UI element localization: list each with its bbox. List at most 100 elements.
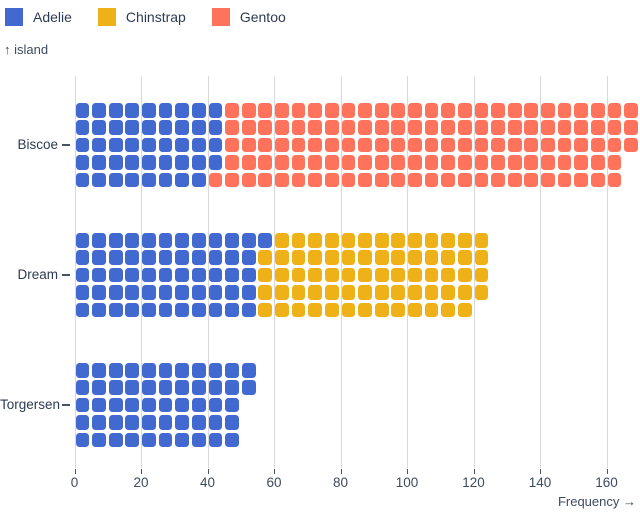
waffle-cell-biscoe-gentoo — [341, 103, 356, 118]
waffle-cell-biscoe-gentoo — [424, 103, 439, 118]
x-axis-label: Frequency → — [557, 494, 636, 509]
waffle-cell-dream-chinstrap — [391, 302, 406, 318]
x-tick-mark-120 — [473, 469, 475, 474]
waffle-cell-dream-chinstrap — [457, 233, 472, 248]
waffle-cell-biscoe-adelie — [208, 155, 223, 170]
waffle-cell-dream-adelie — [175, 267, 190, 283]
waffle-cell-biscoe-gentoo — [474, 155, 489, 170]
waffle-cell-dream-chinstrap — [441, 267, 456, 283]
x-tick-label-40: 40 — [199, 475, 216, 490]
waffle-cell-biscoe-gentoo — [391, 137, 406, 153]
waffle-cell-biscoe-gentoo — [557, 172, 572, 188]
waffle-cell-biscoe-adelie — [208, 103, 223, 118]
waffle-cell-torgersen-adelie — [92, 432, 106, 448]
waffle-cell-biscoe-adelie — [125, 103, 140, 118]
waffle-cell-biscoe-adelie — [75, 172, 90, 188]
waffle-cell-biscoe-gentoo — [607, 103, 622, 118]
waffle-cell-biscoe-gentoo — [541, 103, 555, 118]
legend-item-gentoo: Gentoo — [211, 8, 286, 26]
waffle-cell-dream-chinstrap — [424, 285, 439, 300]
waffle-cell-dream-chinstrap — [457, 302, 472, 318]
waffle-cell-dream-chinstrap — [324, 250, 339, 265]
waffle-cell-biscoe-adelie — [108, 137, 123, 153]
waffle-cell-biscoe-adelie — [191, 137, 206, 153]
waffle-cell-dream-chinstrap — [308, 233, 323, 248]
waffle-cell-biscoe-gentoo — [457, 103, 472, 118]
waffle-cell-biscoe-gentoo — [574, 103, 589, 118]
waffle-cell-dream-chinstrap — [308, 267, 323, 283]
waffle-cell-dream-adelie — [241, 302, 256, 318]
x-tick-mark-140 — [540, 469, 541, 474]
waffle-cell-biscoe-gentoo — [557, 120, 572, 135]
waffle-cell-torgersen-adelie — [191, 415, 206, 430]
waffle-cell-biscoe-adelie — [175, 120, 190, 135]
waffle-cell-dream-adelie — [75, 233, 90, 248]
waffle-cell-biscoe-adelie — [208, 120, 223, 135]
waffle-cell-biscoe-gentoo — [308, 120, 323, 135]
waffle-cell-dream-chinstrap — [474, 250, 489, 265]
waffle-cell-biscoe-gentoo — [424, 155, 439, 170]
waffle-cell-dream-adelie — [75, 302, 90, 318]
waffle-cell-biscoe-gentoo — [457, 137, 472, 153]
waffle-cell-dream-chinstrap — [258, 302, 273, 318]
waffle-cell-dream-chinstrap — [258, 285, 273, 300]
waffle-cell-torgersen-adelie — [142, 415, 156, 430]
waffle-cell-biscoe-gentoo — [374, 172, 389, 188]
waffle-cell-dream-adelie — [158, 250, 173, 265]
waffle-cell-biscoe-gentoo — [408, 120, 422, 135]
waffle-cell-dream-adelie — [142, 267, 156, 283]
waffle-cell-biscoe-adelie — [175, 103, 190, 118]
waffle-cell-biscoe-gentoo — [341, 137, 356, 153]
waffle-cell-torgersen-adelie — [175, 397, 190, 413]
waffle-cell-biscoe-gentoo — [624, 137, 638, 153]
waffle-cell-biscoe-gentoo — [507, 120, 522, 135]
waffle-cell-torgersen-adelie — [75, 415, 90, 430]
waffle-cell-biscoe-gentoo — [225, 155, 239, 170]
waffle-cell-biscoe-gentoo — [241, 172, 256, 188]
waffle-cell-biscoe-gentoo — [374, 137, 389, 153]
waffle-cell-biscoe-gentoo — [308, 103, 323, 118]
waffle-cell-biscoe-gentoo — [358, 172, 372, 188]
waffle-cell-biscoe-adelie — [158, 103, 173, 118]
waffle-cell-biscoe-gentoo — [324, 103, 339, 118]
gridline-x-140 — [540, 76, 541, 468]
waffle-cell-biscoe-adelie — [92, 103, 106, 118]
waffle-cell-dream-chinstrap — [391, 250, 406, 265]
waffle-cell-biscoe-gentoo — [524, 120, 539, 135]
waffle-cell-biscoe-gentoo — [474, 103, 489, 118]
waffle-cell-biscoe-adelie — [158, 120, 173, 135]
waffle-cell-dream-adelie — [225, 285, 239, 300]
waffle-cell-dream-adelie — [75, 250, 90, 265]
waffle-cell-dream-adelie — [241, 267, 256, 283]
waffle-cell-biscoe-gentoo — [358, 155, 372, 170]
waffle-cell-biscoe-gentoo — [275, 155, 289, 170]
waffle-cell-biscoe-gentoo — [208, 172, 223, 188]
legend-label: Adelie — [33, 9, 72, 25]
waffle-cell-dream-chinstrap — [341, 267, 356, 283]
waffle-cell-dream-chinstrap — [324, 302, 339, 318]
waffle-cell-biscoe-gentoo — [358, 137, 372, 153]
waffle-cell-torgersen-adelie — [158, 432, 173, 448]
waffle-cell-biscoe-gentoo — [291, 155, 306, 170]
waffle-cell-dream-chinstrap — [341, 302, 356, 318]
waffle-cell-biscoe-gentoo — [324, 137, 339, 153]
waffle-cell-torgersen-adelie — [92, 363, 106, 378]
waffle-cell-biscoe-adelie — [142, 137, 156, 153]
waffle-cell-torgersen-adelie — [92, 415, 106, 430]
waffle-cell-dream-adelie — [92, 267, 106, 283]
waffle-cell-dream-adelie — [225, 233, 239, 248]
gridline-x-40 — [207, 76, 209, 468]
waffle-cell-dream-adelie — [241, 250, 256, 265]
waffle-cell-biscoe-gentoo — [557, 103, 572, 118]
waffle-cell-dream-adelie — [108, 285, 123, 300]
waffle-cell-dream-adelie — [225, 302, 239, 318]
waffle-cell-torgersen-adelie — [191, 432, 206, 448]
waffle-cell-torgersen-adelie — [125, 415, 140, 430]
waffle-cell-dream-chinstrap — [275, 302, 289, 318]
waffle-cell-biscoe-gentoo — [557, 137, 572, 153]
waffle-cell-dream-adelie — [125, 302, 140, 318]
waffle-cell-torgersen-adelie — [241, 363, 256, 378]
waffle-cell-dream-chinstrap — [291, 267, 306, 283]
waffle-cell-biscoe-gentoo — [590, 137, 605, 153]
waffle-cell-biscoe-gentoo — [291, 120, 306, 135]
